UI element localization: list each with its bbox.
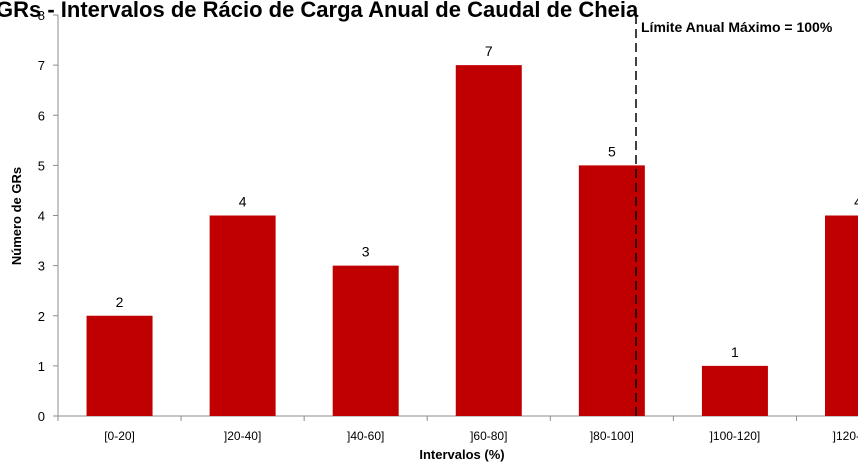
data-label: 7 xyxy=(485,43,493,59)
y-tick-label: 1 xyxy=(38,359,45,374)
y-tick-label: 6 xyxy=(38,108,45,123)
x-axis-title: Intervalos (%) xyxy=(419,447,504,462)
x-tick-label: ]120-150] xyxy=(833,429,858,443)
bars xyxy=(86,65,858,416)
y-tick-label: 2 xyxy=(38,309,45,324)
x-tick-label: ]60-80] xyxy=(470,429,507,443)
data-label: 2 xyxy=(116,294,124,310)
data-label: 4 xyxy=(239,194,247,210)
data-labels: 2 4 3 7 5 1 4 xyxy=(116,43,858,360)
y-tick-label: 8 xyxy=(38,8,45,23)
data-label: 4 xyxy=(854,194,858,210)
x-tick-label: ]100-120] xyxy=(710,429,761,443)
bar xyxy=(86,315,153,416)
y-tick-label: 7 xyxy=(38,58,45,73)
bar xyxy=(332,265,399,416)
data-label: 5 xyxy=(608,143,616,159)
y-tick-label: 4 xyxy=(38,209,45,224)
bar xyxy=(209,215,276,416)
y-tick-label: 3 xyxy=(38,259,45,274)
x-tick-label: ]40-60] xyxy=(347,429,384,443)
chart-title: GRs - Intervalos de Rácio de Carga Anual… xyxy=(0,0,639,22)
x-tick-label: [0-20] xyxy=(104,429,135,443)
y-tick-label: 5 xyxy=(38,158,45,173)
y-axis-title: Número de GRs xyxy=(9,167,24,265)
data-label: 3 xyxy=(362,244,370,260)
x-ticks: [0-20] ]20-40] ]40-60] ]60-80] ]80-100] ]100-… xyxy=(57,416,858,443)
bar xyxy=(825,215,858,416)
bar xyxy=(578,165,645,416)
data-label: 1 xyxy=(731,344,739,360)
y-ticks: 0 1 2 3 4 5 6 7 8 xyxy=(38,8,58,424)
bar xyxy=(455,65,522,416)
y-tick-label: 0 xyxy=(38,409,45,424)
x-tick-label: ]80-100] xyxy=(590,429,634,443)
x-tick-label: ]20-40] xyxy=(224,429,261,443)
limit-annotation: Límite Anual Máximo = 100% xyxy=(641,19,833,35)
bar xyxy=(701,365,768,416)
